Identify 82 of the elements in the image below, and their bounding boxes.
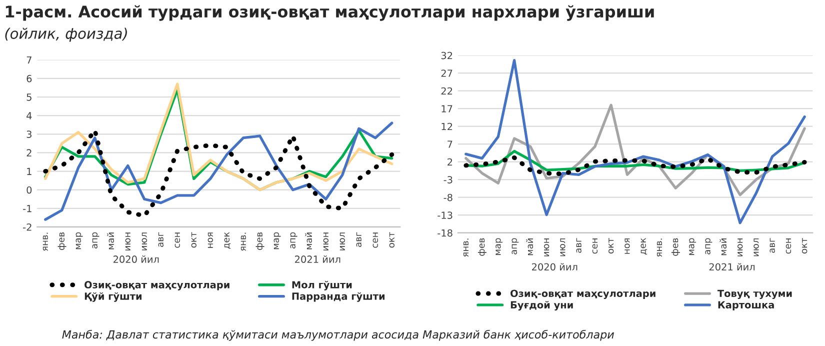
x-tick-label: янв. [463, 238, 468, 257]
legend-label: Картошка [718, 301, 774, 310]
chart-title: 1-расм. Асосий турдаги озиқ-овқат маҳсулотлари нархлари ўзгариши [6, 5, 654, 21]
x-tick-label: окт [389, 232, 394, 248]
x-tick-label: фев [478, 238, 486, 256]
x-tick-label: мар [76, 232, 83, 250]
text: 2021 йил [294, 255, 340, 263]
x-tick-label: мар [274, 232, 281, 250]
x-tick-label: ноя [208, 232, 213, 248]
y-tick-label: 0 [26, 186, 32, 194]
x-tick-label: фев [58, 232, 66, 250]
x-tick-label: май [305, 232, 312, 250]
x-tick-label: авг [576, 238, 582, 253]
x-tick-label: апр [512, 238, 519, 254]
x-tick-label: июл [340, 232, 345, 250]
legend-label: Парранда гўшти [292, 292, 384, 302]
x-tick-label: фев [256, 232, 264, 250]
x-tick-label: апр [92, 232, 100, 248]
y-tick-label: 22 [441, 87, 452, 95]
legend-label: Мол гўшти [292, 280, 352, 290]
y-tick-label: 12 [442, 122, 452, 130]
x-tick-label: июл [754, 238, 759, 256]
y-tick-label: 6 [26, 74, 32, 82]
y-tick-label: -18 [438, 229, 452, 237]
y-tick-label: 32 [441, 52, 452, 60]
x-tick-label: май [720, 238, 727, 256]
text: 2021 йил [709, 263, 755, 271]
x-tick-label: июл [142, 232, 147, 250]
y-tick-label: -1 [23, 205, 32, 212]
x-tick-label: авг [158, 232, 164, 247]
y-tick-label: -3 [444, 176, 452, 184]
x-tick-label: апр [705, 238, 712, 254]
x-tick-label: окт [608, 238, 614, 254]
x-tick-label: июн [125, 232, 130, 250]
legend-label: Озиқ-овқат маҳсулотлари [84, 281, 230, 290]
text: 2020 йил [532, 263, 578, 271]
legend-label: Товуқ тухуми [717, 290, 792, 300]
x-tick-label: июн [738, 238, 743, 256]
y-tick-label: 2 [26, 149, 32, 156]
x-tick-label: дек [640, 238, 648, 254]
x-tick-label: сен [786, 238, 792, 254]
y-tick-label: 3 [26, 130, 32, 138]
chart-subtitle: (ойлик, фоизда) [5, 28, 127, 42]
line-series [464, 155, 807, 176]
x-tick-label: фев [671, 238, 680, 256]
y-tick-label: 7 [448, 140, 452, 148]
x-tick-label: мар [496, 238, 503, 255]
legend-label: Буғдой уни [510, 300, 573, 310]
x-tick-label: июл [560, 238, 566, 256]
x-tick-label: янв. [240, 232, 246, 251]
text: 2020 йил [113, 255, 159, 263]
legend-label: Қўй гўшти [84, 292, 142, 302]
x-tick-label: дек [224, 232, 231, 249]
x-tick-label: май [526, 238, 534, 256]
y-tick-label: 5 [26, 94, 32, 101]
y-tick-label: 17 [442, 105, 452, 112]
y-tick-label: -13 [438, 212, 452, 219]
x-tick-label: окт [191, 232, 196, 248]
line-series [464, 59, 806, 224]
y-tick-label: 27 [441, 70, 452, 77]
x-tick-label: окт [802, 238, 808, 254]
x-tick-label: авг [770, 238, 775, 253]
x-tick-label: сен [372, 232, 378, 248]
x-tick-label: сен [174, 232, 180, 248]
y-tick-label: -2 [23, 223, 32, 231]
legend-label: Озиқ-овқат маҳсулотлари [510, 290, 656, 300]
x-tick-label: янв. [656, 238, 662, 257]
x-tick-label: июн [323, 232, 328, 250]
x-tick-label: ноя [624, 238, 630, 254]
text: Манба: Давлат статистика қўмитаси маълумотлари асосида Марказий банк ҳисоб-китоблари [62, 330, 614, 341]
y-tick-label: -8 [444, 194, 452, 202]
y-tick-label: 1 [27, 168, 32, 175]
x-tick-label: апр [290, 232, 298, 248]
y-tick-label: 4 [26, 112, 32, 120]
y-tick-label: 2 [448, 158, 452, 166]
x-tick-label: мар [689, 238, 696, 255]
y-tick-label: 7 [26, 56, 32, 64]
x-tick-label: авг [356, 232, 362, 247]
x-tick-label: янв. [42, 232, 48, 251]
x-tick-label: июн [544, 238, 550, 256]
x-tick-label: сен [592, 238, 598, 254]
x-tick-label: май [107, 232, 114, 250]
